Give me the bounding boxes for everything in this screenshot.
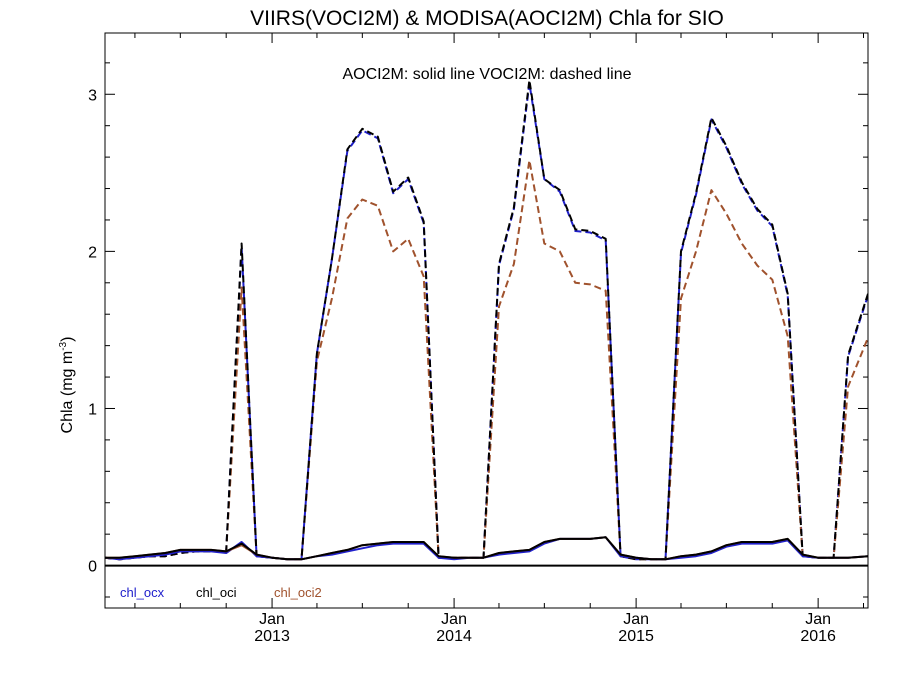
x-tick-year-label: 2014 — [436, 628, 472, 645]
x-tick-month-label: Jan — [259, 611, 285, 628]
y-tick-label: 1 — [88, 401, 97, 418]
legend-item: chl_ocx — [120, 585, 165, 600]
y-tick-label: 3 — [88, 87, 97, 104]
x-tick-month-label: Jan — [441, 611, 467, 628]
legend-item: chl_oci2 — [274, 585, 322, 600]
y-tick-label: 0 — [88, 559, 97, 576]
y-tick-label: 2 — [88, 244, 97, 261]
x-tick-month-label: Jan — [623, 611, 649, 628]
line-style-annotation: AOCI2M: solid line VOCI2M: dashed line — [342, 66, 631, 83]
plot-frame — [104, 32, 869, 609]
series-chl-oci-aoci2m — [105, 536, 868, 561]
series-chl-oci-voci2m — [105, 79, 868, 561]
x-tick-year-label: 2015 — [618, 628, 654, 645]
legend-item: chl_oci — [196, 585, 237, 600]
y-axis-label-text: Chla (mg m — [59, 351, 76, 434]
chart-title: VIIRS(VOCI2M) & MODISA(AOCI2M) Chla for … — [250, 7, 724, 30]
y-axis-label: Chla (mg m-3) — [58, 337, 76, 434]
y-axis-label-superscript: -3 — [58, 341, 69, 350]
legend: chl_ocx chl_oci chl_oci2 — [120, 585, 322, 600]
x-tick-year-label: 2016 — [800, 628, 836, 645]
plot-series — [105, 79, 868, 561]
x-tick-year-label: 2013 — [254, 628, 290, 645]
y-axis: 0 1 2 3 — [88, 62, 868, 598]
y-axis-label-close: ) — [59, 337, 76, 342]
x-tick-month-label: Jan — [805, 611, 831, 628]
